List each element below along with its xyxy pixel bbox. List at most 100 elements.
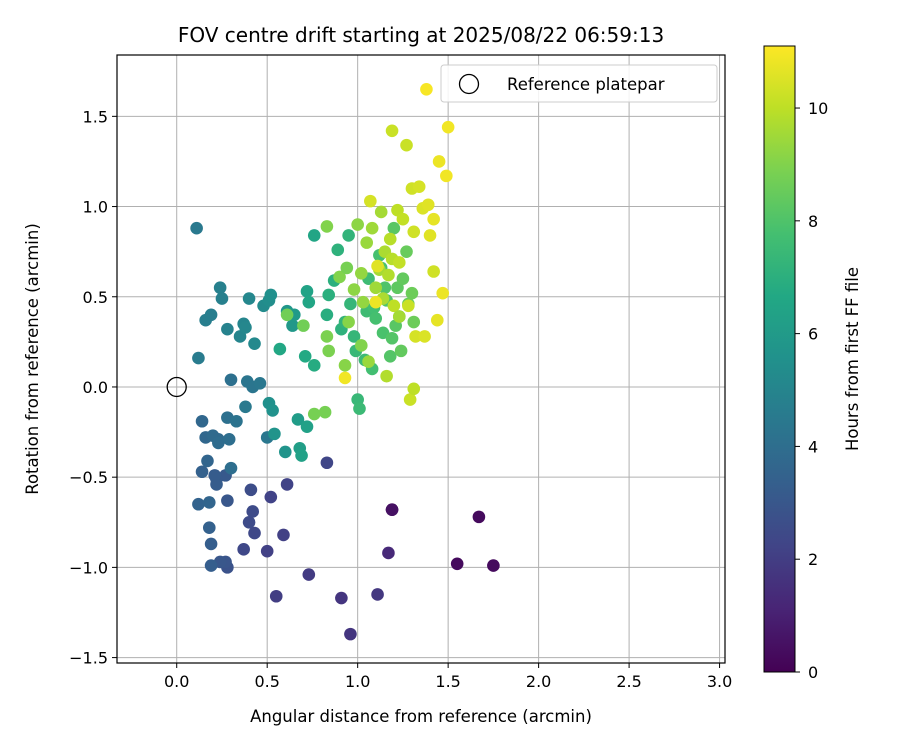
y-tick-label: −1.5 bbox=[69, 649, 108, 668]
scatter-point bbox=[286, 319, 299, 332]
scatter-point bbox=[407, 315, 421, 329]
scatter-point bbox=[320, 330, 334, 343]
scatter-point bbox=[201, 454, 214, 468]
scatter-point bbox=[487, 559, 500, 572]
scatter-point bbox=[269, 589, 283, 603]
scatter-point bbox=[412, 180, 426, 194]
scatter-point bbox=[387, 221, 401, 235]
colorbar-tick-label: 2 bbox=[808, 550, 818, 569]
scatter-point bbox=[192, 351, 205, 365]
x-tick-label: 3.0 bbox=[707, 672, 732, 691]
scatter-point bbox=[204, 537, 218, 551]
grid-lines bbox=[117, 55, 725, 663]
scatter-point bbox=[396, 212, 410, 226]
scatter-point bbox=[351, 218, 364, 231]
scatter-point bbox=[392, 256, 406, 269]
scatter-point bbox=[239, 400, 252, 414]
scatter-point bbox=[407, 382, 421, 396]
scatter-point bbox=[213, 281, 227, 295]
colorbar-tick-label: 8 bbox=[808, 212, 818, 231]
scatter-point bbox=[420, 82, 433, 96]
scatter-point bbox=[202, 521, 216, 534]
scatter-point bbox=[347, 283, 361, 296]
scatter-point bbox=[394, 344, 408, 358]
scatter-point bbox=[385, 331, 399, 345]
scatter-point bbox=[362, 355, 375, 369]
scatter-point bbox=[302, 295, 316, 309]
scatter-point bbox=[405, 286, 419, 300]
scatter-point bbox=[356, 295, 370, 309]
scatter-point bbox=[307, 229, 321, 242]
scatter-point bbox=[215, 292, 229, 305]
scatter-point bbox=[382, 268, 395, 282]
scatter-point bbox=[195, 414, 209, 428]
scatter-point bbox=[190, 221, 203, 235]
scatter-point bbox=[264, 288, 278, 302]
scatter-point bbox=[369, 281, 383, 295]
x-tick-label: 2.0 bbox=[526, 672, 551, 691]
scatter-point bbox=[354, 339, 368, 352]
data-points bbox=[190, 82, 500, 641]
scatter-point bbox=[423, 229, 437, 242]
scatter-point bbox=[224, 373, 238, 387]
scatter-point bbox=[322, 344, 336, 358]
scatter-point bbox=[365, 221, 379, 235]
scatter-point bbox=[360, 236, 374, 249]
x-tick-label: 1.5 bbox=[435, 672, 460, 691]
scatter-point bbox=[297, 319, 310, 332]
scatter-point bbox=[237, 543, 250, 556]
scatter-point bbox=[244, 483, 258, 497]
scatter-point bbox=[427, 265, 440, 278]
scatter-point bbox=[383, 349, 397, 363]
scatter-point bbox=[195, 465, 209, 479]
scatter-point bbox=[221, 494, 234, 507]
x-tick-label: 0.0 bbox=[164, 672, 189, 691]
colorbar-ticks: 0 2 4 6 8 10 bbox=[795, 99, 828, 682]
scatter-point bbox=[322, 288, 336, 302]
scatter-point bbox=[402, 299, 415, 313]
scatter-point bbox=[430, 313, 444, 327]
scatter-point bbox=[369, 312, 383, 325]
scatter-point bbox=[396, 272, 410, 286]
scatter-point bbox=[418, 330, 431, 343]
legend-open-circle-marker bbox=[458, 73, 480, 95]
scatter-point bbox=[192, 497, 205, 511]
scatter-point bbox=[407, 225, 421, 239]
reference-point bbox=[166, 376, 187, 398]
scatter-point bbox=[331, 243, 345, 257]
colorbar: 0 2 4 6 8 10 Hours from first FF file bbox=[763, 45, 862, 682]
scatter-point bbox=[253, 377, 267, 390]
scatter-point bbox=[472, 510, 486, 524]
colorbar-label: Hours from first FF file bbox=[843, 267, 862, 451]
scatter-point bbox=[300, 285, 314, 298]
scatter-point bbox=[278, 445, 292, 459]
y-tick-label: 0.5 bbox=[83, 288, 108, 307]
scatter-point bbox=[280, 478, 294, 491]
colorbar-gradient bbox=[763, 45, 796, 673]
scatter-point bbox=[403, 393, 417, 406]
scatter-point bbox=[320, 308, 334, 322]
scatter-point bbox=[318, 405, 332, 419]
colorbar-tick-label: 4 bbox=[808, 437, 818, 456]
scatter-point bbox=[427, 212, 440, 226]
scatter-point bbox=[342, 315, 355, 329]
scatter-point bbox=[320, 456, 334, 470]
scatter-point bbox=[371, 259, 384, 273]
y-tick-label: 0.0 bbox=[83, 378, 108, 397]
scatter-point bbox=[409, 330, 422, 343]
scatter-point bbox=[432, 155, 446, 168]
scatter-point bbox=[335, 591, 348, 605]
x-tick-label: 2.5 bbox=[616, 672, 641, 691]
scatter-point bbox=[295, 449, 308, 462]
scatter-point bbox=[374, 205, 388, 219]
scatter-point bbox=[266, 404, 279, 417]
x-tick-label: 1.0 bbox=[345, 672, 370, 691]
colorbar-tick-label: 6 bbox=[808, 325, 818, 344]
scatter-point bbox=[347, 330, 361, 343]
scatter-point bbox=[239, 321, 252, 334]
scatter-point bbox=[450, 557, 464, 571]
scatter-point bbox=[344, 627, 357, 641]
y-tick-label: −1.0 bbox=[69, 558, 108, 577]
scatter-point bbox=[376, 326, 390, 340]
